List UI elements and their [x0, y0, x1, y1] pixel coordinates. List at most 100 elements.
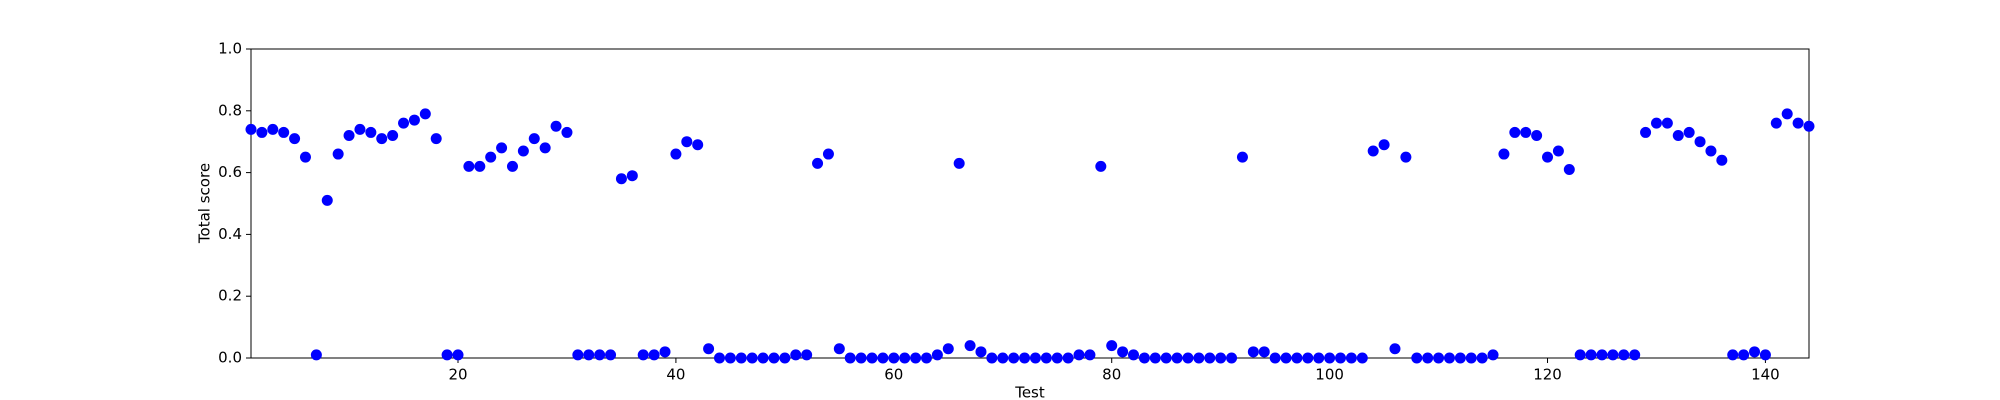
point [1084, 349, 1096, 361]
point [1422, 352, 1434, 364]
point [1476, 352, 1488, 364]
point [1443, 352, 1455, 364]
point [1411, 352, 1423, 364]
point [1269, 352, 1281, 364]
point [746, 352, 758, 364]
point [517, 145, 529, 157]
point [1465, 352, 1477, 364]
point [615, 173, 627, 185]
point [1138, 352, 1150, 364]
point [931, 349, 943, 361]
point [877, 352, 889, 364]
point [1498, 148, 1510, 160]
point [1770, 117, 1782, 129]
point [1313, 352, 1325, 364]
point [1367, 145, 1379, 157]
point [1607, 349, 1619, 361]
point [681, 136, 693, 148]
point [1302, 352, 1314, 364]
point [1531, 130, 1543, 142]
point [1781, 108, 1793, 120]
point [1335, 352, 1347, 364]
point [1727, 349, 1739, 361]
point [1574, 349, 1586, 361]
point [1226, 352, 1238, 364]
point [1542, 151, 1554, 163]
point [1291, 352, 1303, 364]
point [703, 343, 715, 355]
x-axis-label: Test [1014, 384, 1045, 400]
point [768, 352, 780, 364]
point [1487, 349, 1499, 361]
point [1149, 352, 1161, 364]
point [692, 139, 704, 151]
point [1193, 352, 1205, 364]
point [1563, 164, 1575, 176]
point [1640, 126, 1652, 138]
point [539, 142, 551, 154]
point [572, 349, 584, 361]
y-tick-label: 0.2 [218, 287, 242, 305]
point [496, 142, 508, 154]
point [1389, 343, 1401, 355]
point [1236, 151, 1248, 163]
point [506, 160, 518, 172]
point [1400, 151, 1412, 163]
point [1280, 352, 1292, 364]
point [1596, 349, 1608, 361]
point [899, 352, 911, 364]
point [1095, 160, 1107, 172]
point [1258, 346, 1270, 358]
point [289, 133, 301, 145]
point [463, 160, 475, 172]
point [975, 346, 987, 358]
point [452, 349, 464, 361]
x-tick-label: 100 [1315, 366, 1344, 384]
point [1182, 352, 1194, 364]
point [550, 120, 562, 132]
point [485, 151, 497, 163]
y-tick-label: 0.4 [218, 225, 242, 243]
y-tick-label: 0.0 [218, 349, 242, 367]
point [1247, 346, 1259, 358]
point [822, 148, 834, 160]
point [1650, 117, 1662, 129]
point [583, 349, 595, 361]
point [713, 352, 725, 364]
point [387, 130, 399, 142]
point [1749, 346, 1761, 358]
point [1585, 349, 1597, 361]
point [1051, 352, 1063, 364]
point [866, 352, 878, 364]
point [888, 352, 900, 364]
point [1509, 126, 1521, 138]
x-tick-label: 40 [666, 366, 685, 384]
point [1672, 130, 1684, 142]
point [986, 352, 998, 364]
point [528, 133, 540, 145]
point [430, 133, 442, 145]
point [1106, 340, 1118, 352]
point [1683, 126, 1695, 138]
point [790, 349, 802, 361]
point [724, 352, 736, 364]
point [1378, 139, 1390, 151]
point [735, 352, 747, 364]
point [1117, 346, 1129, 358]
point [1324, 352, 1336, 364]
point [833, 343, 845, 355]
point [1552, 145, 1564, 157]
point [398, 117, 410, 129]
point [1792, 117, 1804, 129]
point [1029, 352, 1041, 364]
y-tick-label: 1.0 [218, 40, 242, 58]
point [659, 346, 671, 358]
point [648, 349, 660, 361]
point [310, 349, 322, 361]
point [1062, 352, 1074, 364]
point [441, 349, 453, 361]
point [321, 194, 333, 206]
point [1160, 352, 1172, 364]
point [605, 349, 617, 361]
point [801, 349, 813, 361]
